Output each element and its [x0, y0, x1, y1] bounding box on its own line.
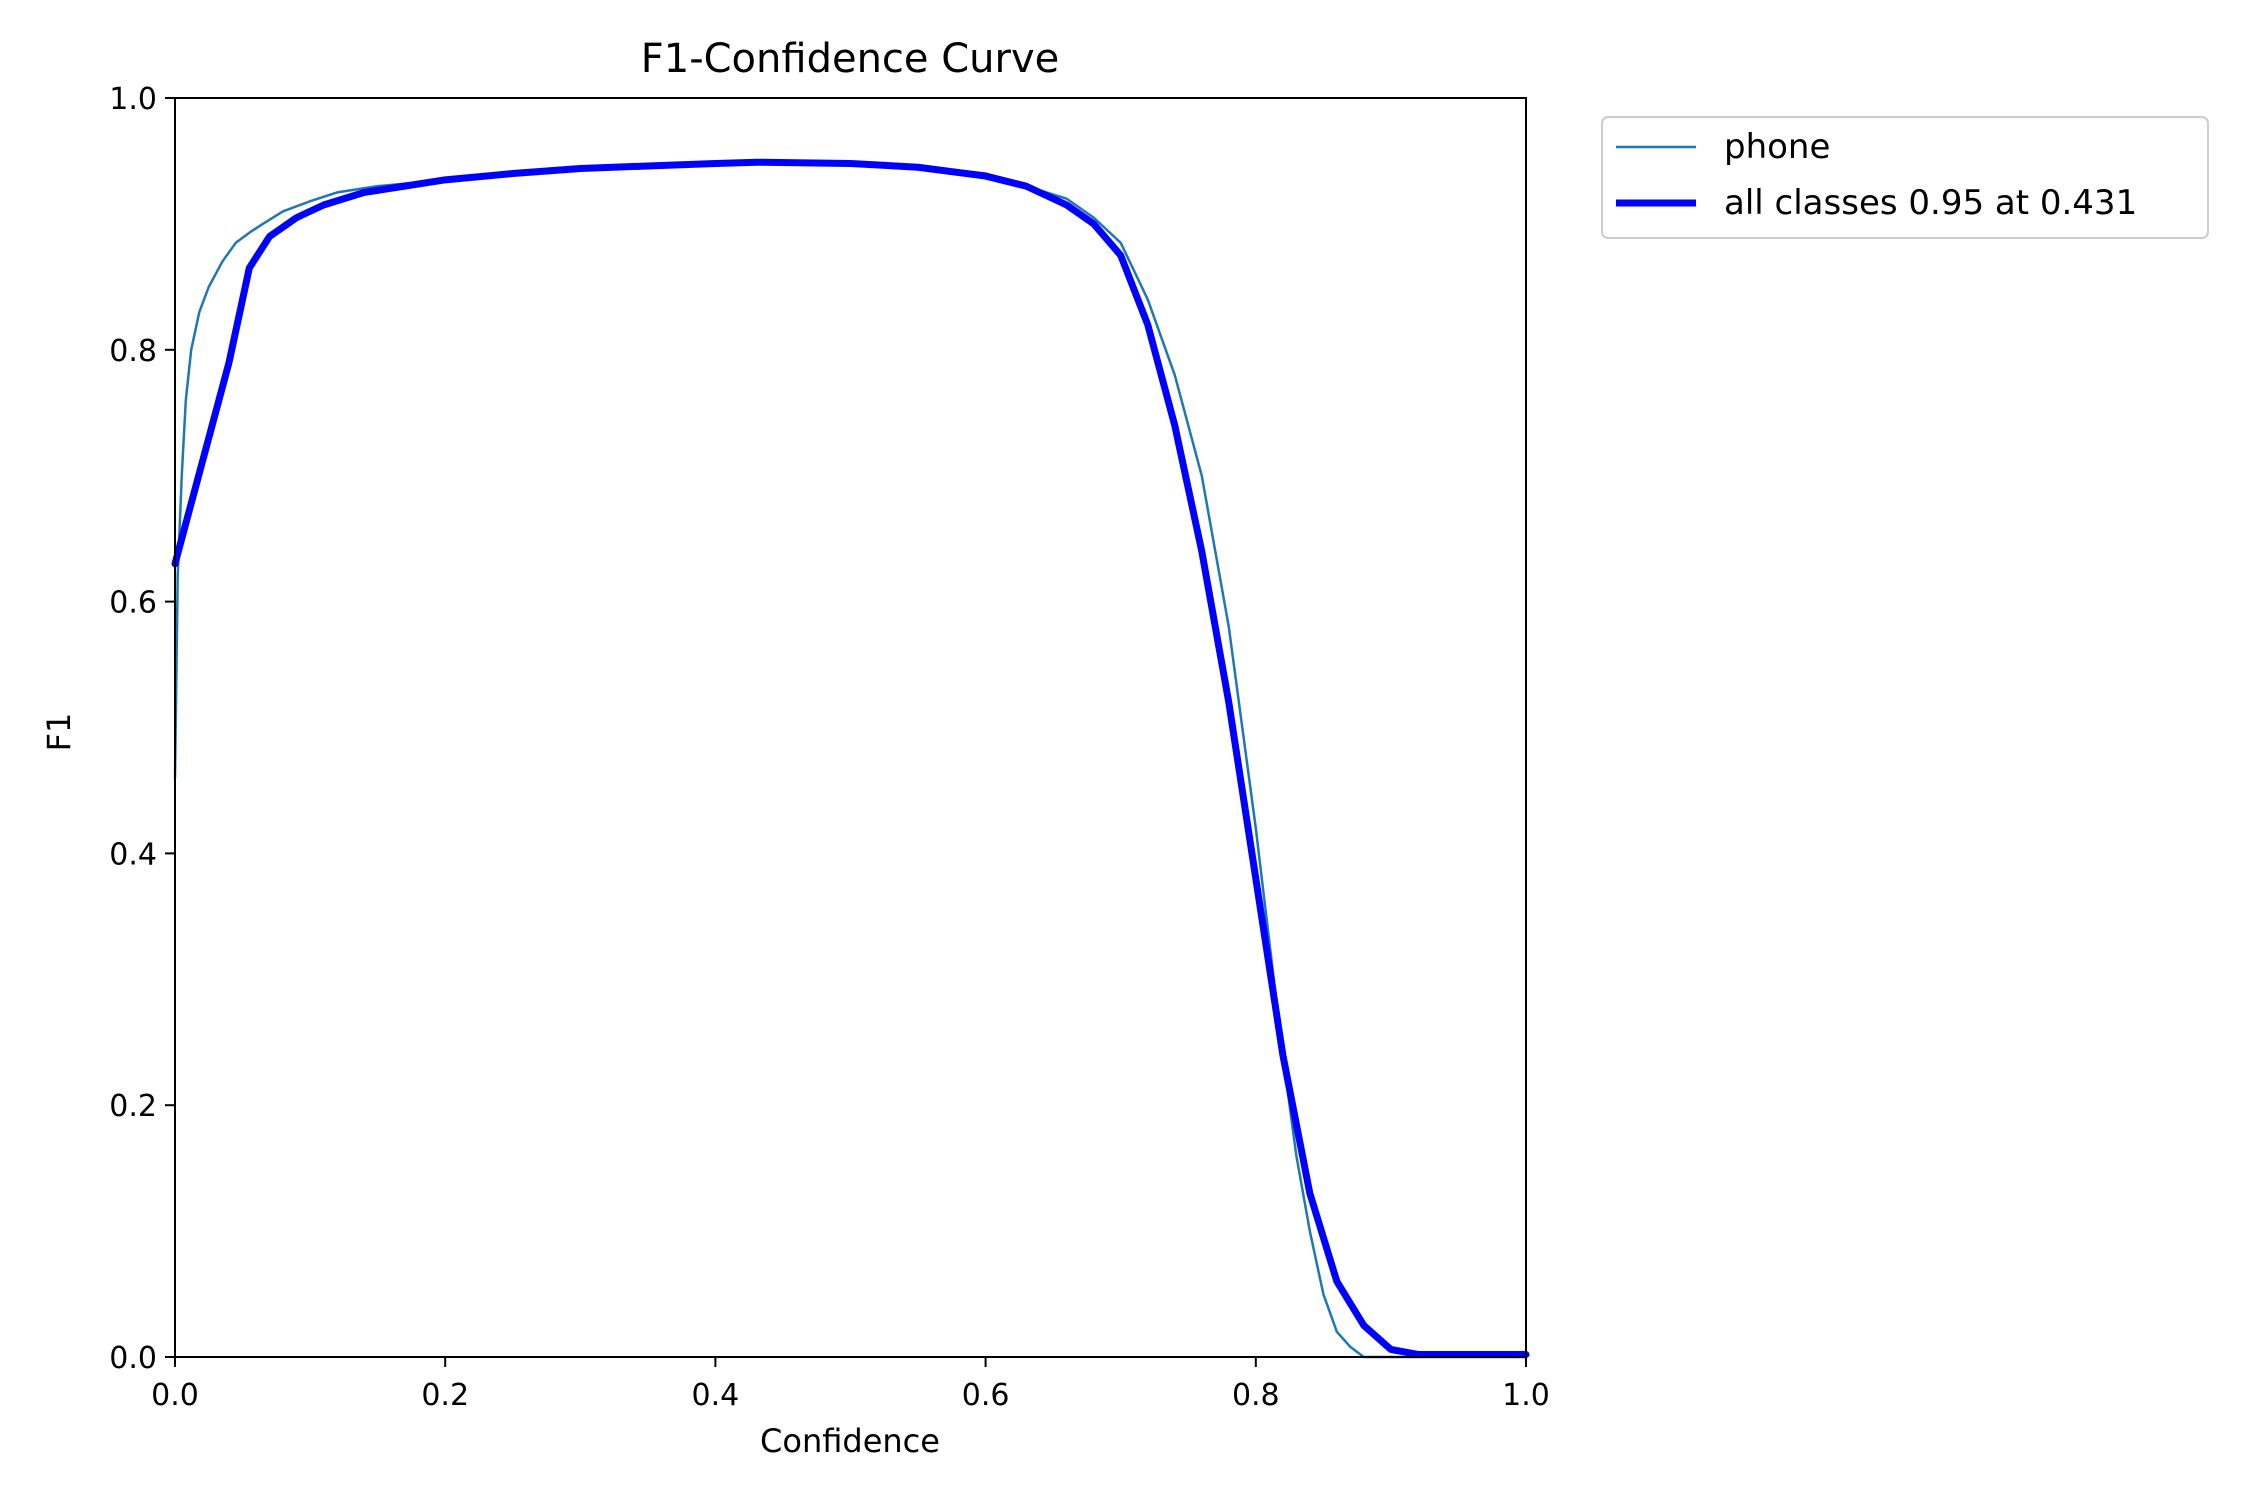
x-tick-label: 0.6 [962, 1378, 1010, 1413]
plot-frame [174, 97, 1527, 1358]
y-axis-label: F1 [40, 713, 78, 752]
legend: phone all classes 0.95 at 0.431 [1601, 116, 2209, 239]
y-tick-label: 0.6 [109, 586, 157, 621]
x-tick-label: 1.0 [1502, 1378, 1550, 1413]
y-axis-ticks: 0.0 0.2 0.4 0.6 0.8 1.0 [109, 82, 175, 1376]
series-line-all-classes [171, 158, 1530, 1358]
x-tick-label: 0.8 [1232, 1378, 1280, 1413]
x-tick-label: 0.0 [151, 1378, 199, 1413]
legend-label-all-classes: all classes 0.95 at 0.431 [1724, 183, 2137, 223]
legend-label-phone: phone [1724, 127, 1830, 167]
chart-title: F1-Confidence Curve [641, 36, 1060, 82]
x-tick-label: 0.2 [421, 1378, 469, 1413]
y-tick-label: 0.4 [109, 837, 157, 872]
x-tick-label: 0.4 [692, 1378, 740, 1413]
y-tick-label: 0.2 [109, 1089, 157, 1124]
y-tick-label: 0.8 [109, 334, 157, 369]
y-tick-label: 1.0 [109, 82, 157, 117]
legend-box [1601, 116, 2209, 239]
y-tick-label: 0.0 [109, 1341, 157, 1376]
plot-area [171, 158, 1530, 1359]
x-axis-ticks: 0.0 0.2 0.4 0.6 0.8 1.0 [151, 1357, 1550, 1413]
x-axis-label: Confidence [760, 1422, 940, 1460]
